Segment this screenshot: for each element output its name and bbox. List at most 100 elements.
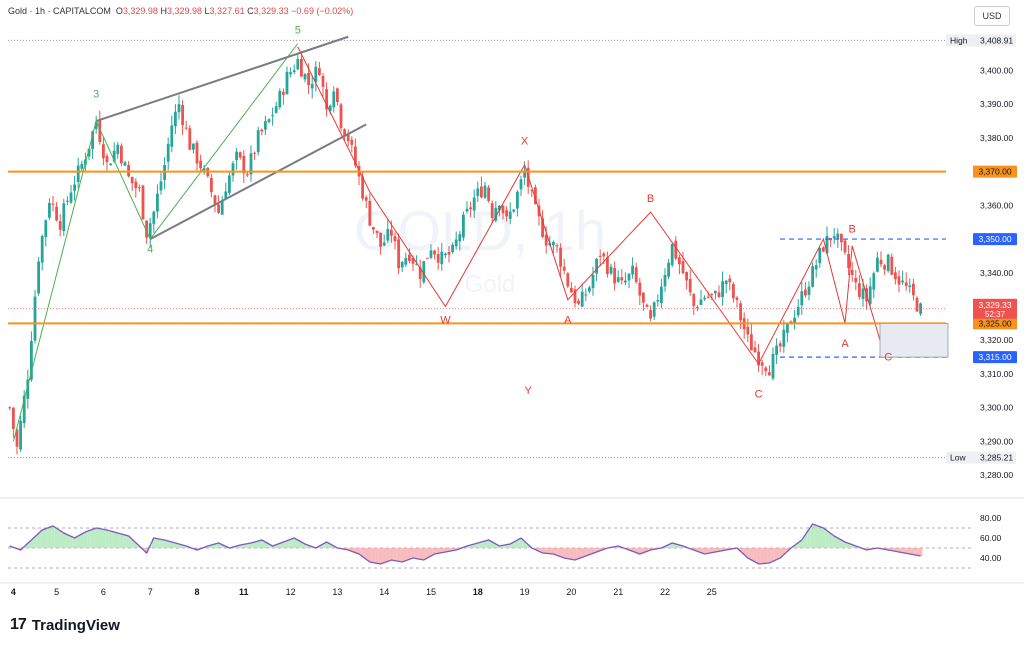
candle-body [814, 265, 818, 270]
price-tick-label: 3,400.00 [980, 65, 1013, 75]
rsi-fill-bar [854, 546, 858, 548]
rsi-fill-bar [170, 542, 174, 548]
candle-body [98, 119, 102, 142]
rsi-fill-bar [702, 548, 707, 554]
watermark-name: Gold [465, 271, 516, 298]
candle-body [692, 294, 696, 307]
time-tick-label: 8 [194, 587, 199, 597]
candle-body [87, 148, 91, 157]
candle-body [523, 170, 526, 178]
rsi-fill-bar [76, 536, 80, 548]
candle-body [631, 265, 634, 275]
currency-button[interactable]: USD [974, 6, 1010, 26]
price-tick-label: 3,280.00 [980, 470, 1013, 480]
time-tick-label: 19 [520, 587, 530, 597]
candle-body [904, 282, 908, 287]
rsi-fill-bar [670, 543, 674, 548]
rsi-fill-bar [29, 540, 34, 548]
candle-body [768, 372, 771, 376]
candle-body [184, 127, 188, 129]
candle-body [159, 181, 163, 191]
candle-body [235, 151, 238, 161]
rsi-fill-bar [126, 536, 131, 548]
rsi-fill-bar [62, 533, 66, 548]
rsi-fill-bar [551, 548, 556, 554]
candle-body [228, 175, 231, 193]
symbol-name[interactable]: Gold [8, 6, 28, 16]
time-tick-label: 5 [54, 587, 59, 597]
candle-body [26, 379, 30, 399]
candle-body [685, 272, 688, 281]
rsi-fill-bar [674, 544, 678, 548]
rsi-fill-bar [281, 542, 286, 548]
candle-body [220, 200, 224, 215]
price-tick-label: 3,390.00 [980, 99, 1013, 109]
candle-body [379, 232, 382, 247]
candle-body [854, 277, 858, 283]
candle-body [577, 300, 580, 304]
rsi-fill-bar [483, 541, 487, 548]
rsi-fill-bar [47, 527, 52, 548]
rsi-fill-bar [303, 544, 307, 548]
rsi-fill-bar [677, 545, 682, 548]
candle-body [253, 152, 256, 154]
rsi-fill-bar [33, 536, 37, 548]
rsi-fill-bar [573, 548, 577, 560]
interval[interactable]: 1h [35, 6, 46, 16]
rsi-fill-bar [386, 548, 390, 562]
candle-body [156, 193, 159, 212]
candle-body [501, 205, 505, 214]
rsi-fill-bar [393, 548, 397, 561]
rsi-fill-bar [256, 541, 260, 548]
rsi-fill-bar [371, 548, 376, 563]
candle-body [19, 420, 22, 450]
rsi-fill-bar [652, 548, 656, 550]
candle-body [465, 208, 469, 212]
rsi-fill-bar [209, 545, 214, 548]
candle-body [411, 257, 415, 264]
rsi-fill-bar [814, 525, 818, 548]
wave-label-x: X [521, 136, 529, 148]
rsi-fill-bar [263, 542, 268, 548]
candle-body [343, 129, 346, 137]
rsi-fill-bar [627, 548, 631, 550]
rsi-fill-bar [173, 543, 178, 548]
wave-label-c: C [755, 389, 763, 401]
candle-body [170, 125, 174, 147]
candle-body [642, 292, 645, 303]
rsi-fill-bar [882, 548, 887, 550]
time-tick-label: 6 [101, 587, 106, 597]
candle-body [361, 176, 364, 199]
tradingview-brand[interactable]: 17 TradingView [10, 616, 120, 634]
candle-body [609, 266, 613, 274]
candle-body [249, 153, 253, 175]
low-label: L [204, 6, 210, 16]
candle-body [908, 285, 912, 288]
data-source: CAPITALCOM [53, 6, 111, 16]
rsi-fill-bar [8, 546, 12, 548]
rsi-fill-bar [522, 541, 527, 548]
rsi-fill-bar [350, 548, 354, 552]
rsi-fill-bar [447, 548, 451, 552]
rsi-fill-bar [357, 548, 361, 554]
candle-body [750, 334, 753, 351]
rsi-fill-bar [537, 548, 541, 552]
candle-body [800, 291, 804, 306]
time-tick-label: 22 [660, 587, 670, 597]
candle-body [721, 281, 724, 297]
candle-body [213, 195, 217, 205]
close-value: 3,329.33 [253, 6, 289, 16]
candle-body [426, 257, 429, 259]
rsi-fill-bar [270, 546, 275, 548]
candle-body [260, 129, 264, 132]
candle-body [775, 345, 778, 355]
rsi-fill-bar [317, 546, 322, 548]
candle-body [516, 191, 519, 209]
rsi-fill-bar [918, 548, 923, 556]
candle-body [224, 191, 228, 199]
rsi-fill-bar [476, 543, 480, 548]
price-tick-label: 3,300.00 [980, 403, 1013, 413]
candle-body [616, 277, 620, 282]
candle-body [80, 163, 84, 169]
